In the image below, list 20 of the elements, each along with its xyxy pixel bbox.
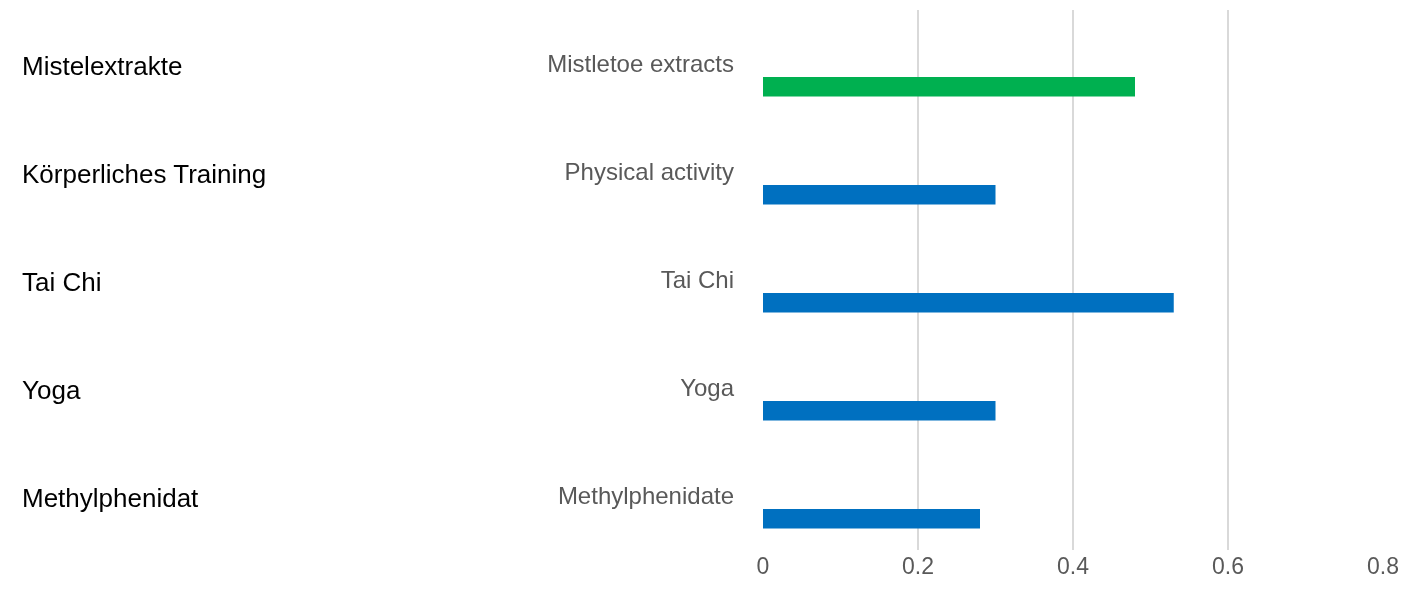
bar [763,76,1135,97]
bar [763,292,1174,313]
text: Tai Chi [22,267,102,297]
x-tick-label: 0.8 [1367,553,1399,579]
y-tick-label: Methylphenidate [557,482,734,510]
bar [763,400,996,421]
y-tick-label: Tai Chi [660,266,734,294]
x-tick-label: 0 [756,553,770,579]
x-tick-label: 0.2 [902,553,934,579]
y-tick-label: Physical activity [564,158,734,186]
text: Mistelextrakte [22,51,183,81]
text: Yoga [22,375,81,405]
x-tick-label: 0.6 [1212,553,1244,579]
x-tick-label: 0.4 [1057,553,1090,579]
text: Körperliches Training [22,159,267,189]
bar [763,184,996,205]
text: Methylphenidat [22,483,200,513]
y-tick-label: Yoga [680,374,735,402]
bar [763,508,980,529]
y-tick-label: Mistletoe extracts [547,50,734,78]
